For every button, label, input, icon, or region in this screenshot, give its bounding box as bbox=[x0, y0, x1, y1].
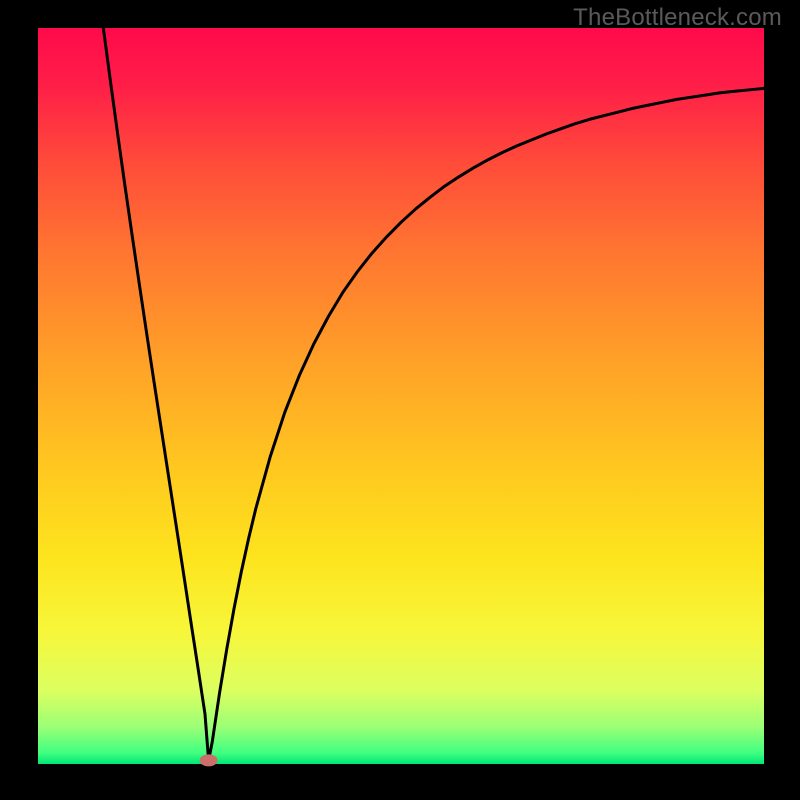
plot-area bbox=[38, 28, 764, 764]
watermark-text: TheBottleneck.com bbox=[573, 4, 782, 32]
chart-frame: TheBottleneck.com bbox=[0, 0, 800, 800]
